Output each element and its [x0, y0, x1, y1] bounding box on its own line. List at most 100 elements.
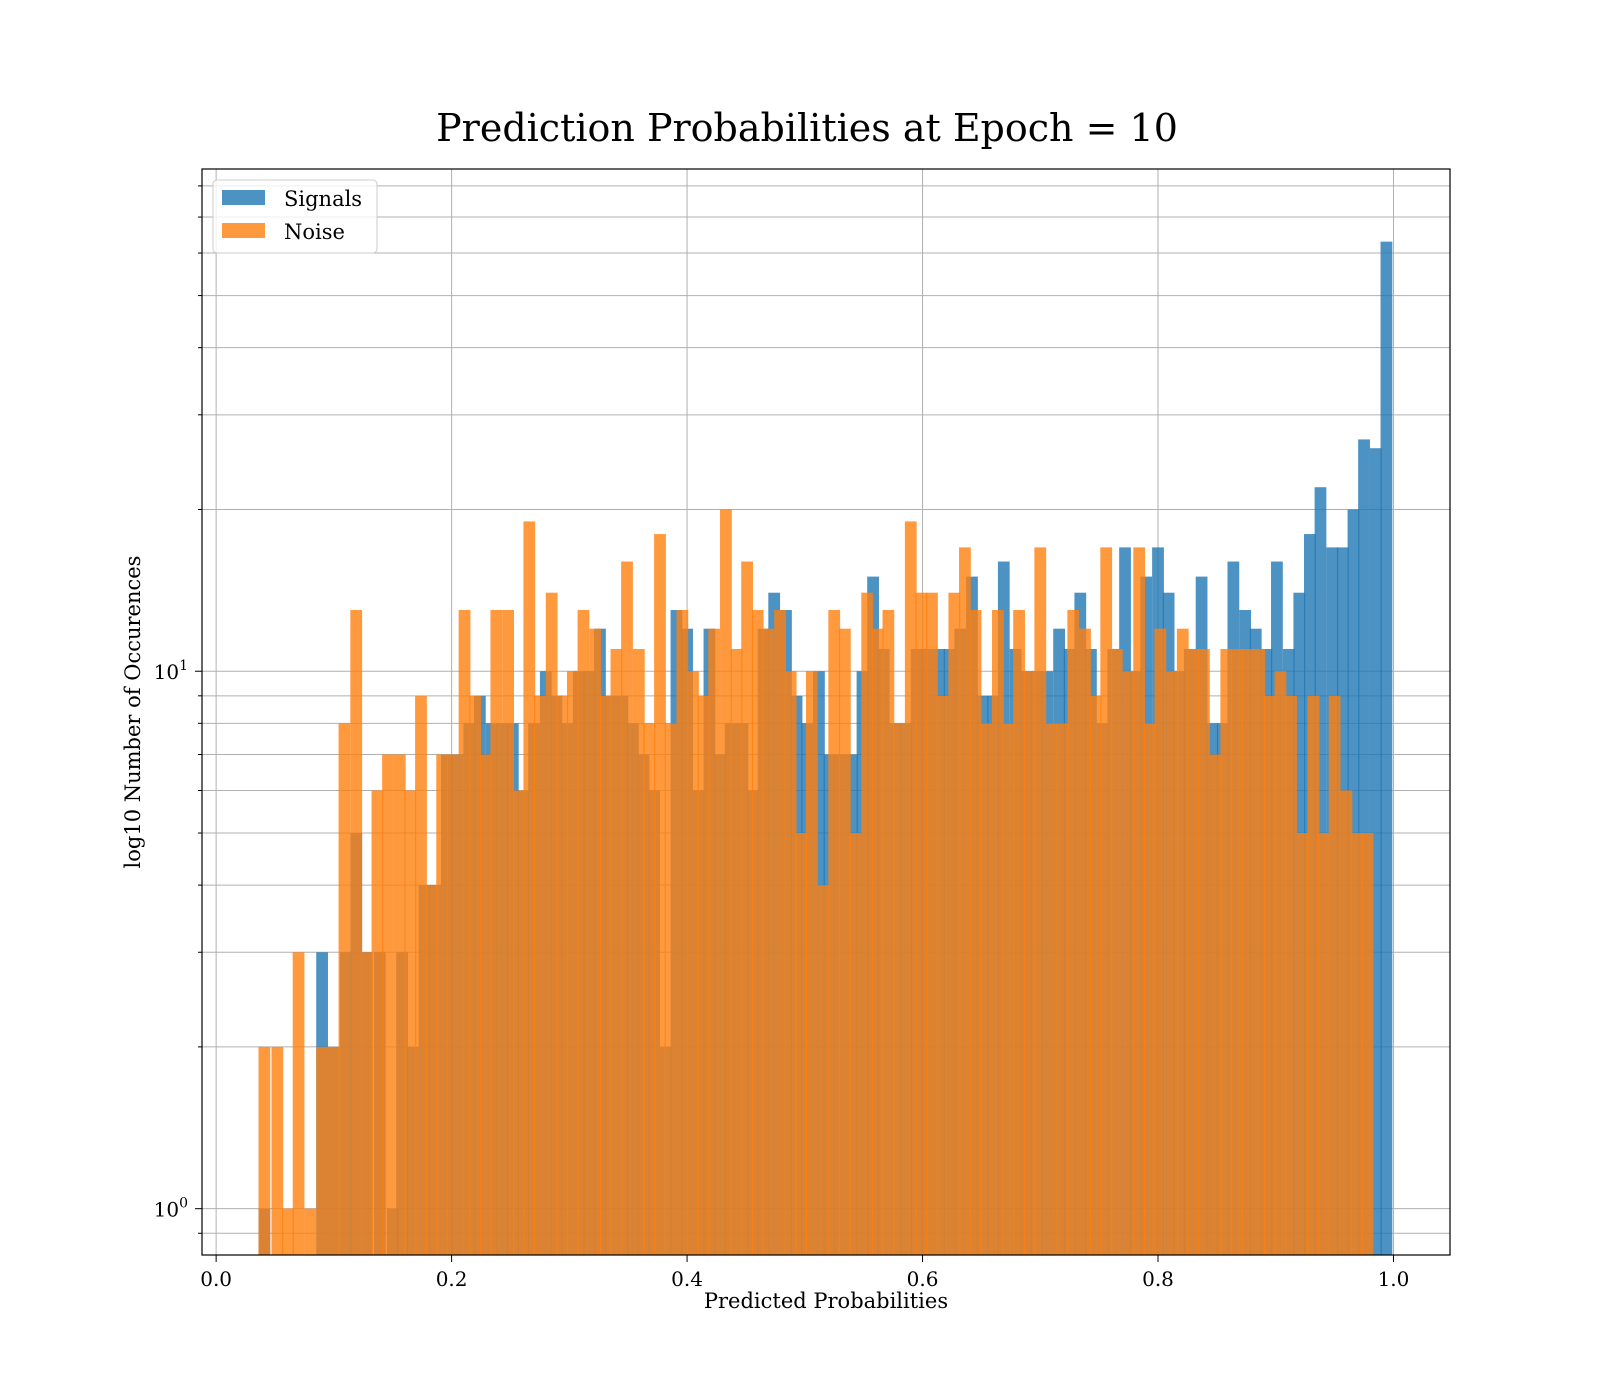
noise-bar: [915, 592, 928, 1255]
noise-bar: [948, 592, 961, 1255]
signals-bar: [1380, 241, 1393, 1256]
noise-bar: [1187, 648, 1200, 1255]
signals-bar: [1369, 448, 1382, 1255]
x-axis-label: Predicted Probabilities: [704, 1289, 948, 1313]
noise-bar: [1166, 671, 1179, 1255]
noise-bar: [904, 521, 917, 1255]
noise-bar: [446, 754, 459, 1255]
chart-title: Prediction Probabilities at Epoch = 10: [436, 106, 1178, 150]
noise-bar: [861, 592, 874, 1255]
noise-bar: [1046, 723, 1058, 1255]
noise-bar: [469, 695, 482, 1255]
noise-bar: [621, 561, 633, 1255]
noise-bar: [1089, 695, 1102, 1255]
legend-label-noise: Noise: [284, 220, 345, 244]
noise-bar: [828, 610, 841, 1255]
noise-bar: [969, 610, 982, 1255]
noise-bar: [1122, 671, 1135, 1255]
noise-bar: [1351, 833, 1363, 1255]
noise-bar: [893, 723, 905, 1255]
noise-bar: [784, 671, 797, 1255]
noise-bar: [458, 610, 471, 1255]
noise-bar: [371, 790, 384, 1255]
noise-bar: [393, 754, 406, 1255]
noise-bar: [534, 695, 546, 1255]
noise-bar: [1100, 547, 1113, 1255]
noise-bar: [1328, 695, 1341, 1255]
noise-bar: [980, 723, 993, 1255]
noise-bar: [774, 610, 786, 1255]
noise-bar: [404, 790, 417, 1255]
noise-bar: [1067, 610, 1080, 1255]
x-tick-label: 0.8: [1142, 1267, 1174, 1291]
noise-bar: [1002, 723, 1015, 1255]
noise-bar: [926, 592, 938, 1255]
noise-bar: [382, 754, 394, 1255]
noise-bar: [1253, 648, 1266, 1255]
y-tick-label: 100: [154, 1196, 188, 1222]
x-tick-label: 0.4: [671, 1267, 703, 1291]
noise-bar: [1198, 648, 1210, 1255]
noise-bar: [708, 628, 721, 1255]
noise-bar: [936, 695, 949, 1255]
noise-bar: [610, 648, 623, 1255]
noise-bar: [512, 790, 525, 1255]
noise-bar: [795, 833, 808, 1255]
noise-bar: [838, 628, 851, 1255]
noise-bar: [992, 610, 1004, 1255]
histogram-bars: [258, 241, 1393, 1256]
noise-bar: [676, 610, 689, 1255]
noise-bar: [762, 628, 775, 1255]
noise-bar: [545, 592, 558, 1255]
noise-bar: [720, 509, 732, 1256]
noise-bar: [566, 671, 579, 1255]
noise-bar: [1176, 628, 1189, 1255]
legend-swatch-noise: [222, 223, 265, 238]
y-tick-label: 101: [154, 658, 188, 684]
noise-bar: [959, 547, 971, 1255]
x-tick-label: 1.0: [1378, 1267, 1410, 1291]
noise-bar: [1023, 671, 1036, 1255]
noise-bar: [1034, 547, 1047, 1255]
noise-bar: [1340, 790, 1353, 1255]
noise-bar: [258, 1046, 271, 1255]
noise-bar: [632, 648, 645, 1255]
noise-bar: [1296, 833, 1309, 1255]
noise-bar: [1285, 695, 1297, 1255]
noise-bar: [1274, 671, 1287, 1255]
noise-bar: [304, 1208, 317, 1255]
noise-bar: [360, 952, 373, 1255]
noise-bar: [741, 561, 754, 1255]
noise-bar: [730, 648, 743, 1255]
noise-bar: [805, 671, 818, 1255]
noise-bar: [327, 1046, 340, 1255]
noise-bar: [1079, 628, 1091, 1255]
noise-bar: [479, 754, 492, 1255]
noise-bar: [654, 534, 666, 1255]
legend: Signals Noise: [212, 179, 378, 254]
noise-bar: [871, 628, 884, 1255]
noise-bar: [1143, 723, 1156, 1255]
noise-bar: [523, 521, 536, 1255]
noise-bar: [1318, 833, 1330, 1255]
noise-bar: [1263, 695, 1276, 1255]
noise-bar: [687, 671, 699, 1255]
noise-bar: [1361, 833, 1374, 1255]
noise-bar: [643, 723, 656, 1255]
noise-bar: [316, 1046, 328, 1255]
noise-bar: [577, 610, 590, 1255]
noise-bar: [1220, 648, 1233, 1255]
noise-bar: [425, 885, 438, 1255]
noise-bar: [599, 695, 612, 1255]
noise-bar: [1154, 628, 1167, 1255]
noise-bar: [882, 610, 895, 1255]
noise-bar: [1056, 723, 1069, 1255]
noise-bar: [271, 1046, 284, 1255]
noise-bar: [556, 695, 569, 1255]
noise-bar: [1307, 695, 1320, 1255]
x-tick-label: 0.6: [907, 1267, 939, 1291]
noise-bar: [436, 754, 449, 1255]
noise-bar: [1209, 754, 1222, 1255]
noise-bar: [338, 723, 351, 1255]
